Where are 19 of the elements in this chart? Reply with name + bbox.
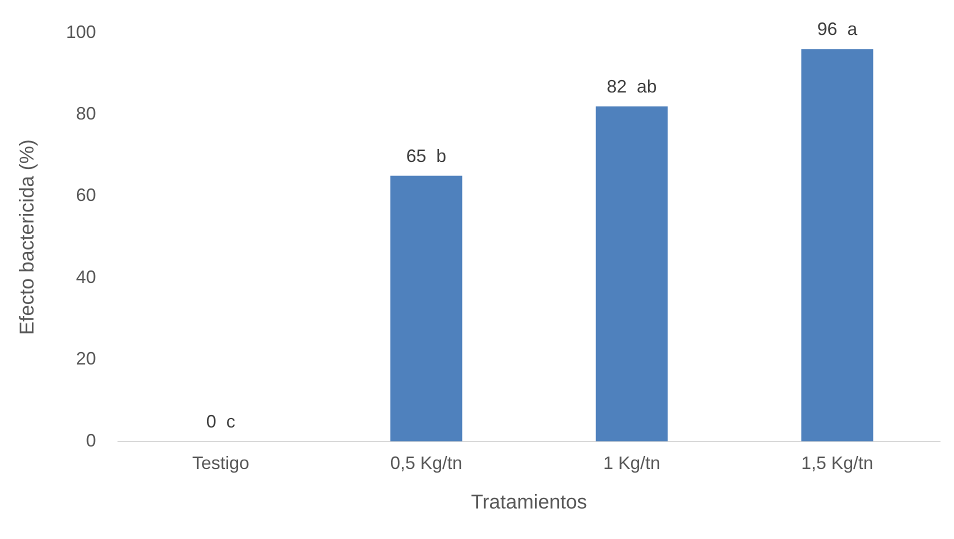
x-tick-label: Testigo	[192, 453, 250, 474]
y-tick-label: 60	[76, 185, 96, 206]
data-label: 96 a	[817, 19, 858, 40]
x-tick-label: 1 Kg/tn	[603, 453, 660, 474]
data-label: 82 ab	[606, 76, 657, 96]
data-label: 65 b	[406, 146, 446, 166]
y-tick-label: 0	[86, 430, 96, 450]
data-label: 0 c	[206, 411, 236, 432]
y-axis-title: Efecto bactericida (%)	[16, 139, 39, 335]
x-axis-title: Tratamientos	[471, 492, 587, 514]
y-tick-label: 100	[66, 22, 96, 42]
x-tick-label: 1,5 Kg/tn	[801, 453, 874, 474]
bar	[801, 49, 874, 442]
bar	[390, 176, 462, 442]
bar	[596, 106, 668, 442]
x-tick-label: 0,5 Kg/tn	[390, 453, 462, 474]
y-tick-label: 40	[76, 266, 96, 287]
y-tick-label: 20	[76, 348, 96, 369]
y-tick-label: 80	[76, 103, 96, 124]
